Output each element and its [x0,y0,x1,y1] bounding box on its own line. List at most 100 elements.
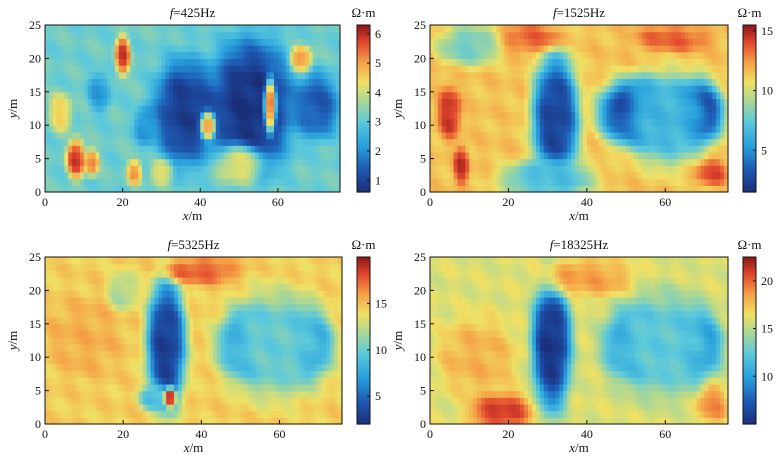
heatmap-cell [123,159,127,166]
heatmap-cell [189,125,193,132]
heatmap-cell [64,65,68,72]
heatmap-cell [693,25,698,32]
heatmap-cell [111,85,115,92]
heatmap-cell [712,72,717,79]
heatmap-cell [96,270,101,277]
heatmap-cell [181,98,185,105]
heatmap-cell [571,92,576,99]
heatmap-cell [563,72,568,79]
heatmap-cell [469,105,474,112]
heatmap-cell [119,384,124,391]
heatmap-cell [178,330,183,337]
heatmap-cell [575,112,580,119]
heatmap-cell [190,391,195,398]
heatmap-cell [457,25,462,32]
heatmap-cell [235,25,239,32]
heatmap-cell [193,105,197,112]
heatmap-cell [313,165,317,172]
heatmap-cell [697,72,702,79]
heatmap-cell [185,58,189,65]
heatmap-cell [173,45,177,52]
heatmap-cell [196,38,200,45]
heatmap-cell [555,125,560,132]
heatmap-cell [610,98,615,105]
heatmap-cell [197,391,202,398]
heatmap-cell [84,65,88,72]
heatmap-cell [603,132,608,139]
heatmap-cell [332,65,336,72]
heatmap-cell [665,72,670,79]
heatmap-cell [154,25,158,32]
heatmap-cell [146,25,150,32]
heatmap-cell [88,52,92,59]
heatmap-cell [80,119,84,126]
heatmap-cell [108,371,113,378]
heatmap-cell [154,364,159,371]
heatmap-cell [84,85,88,92]
heatmap-cell [123,58,127,65]
heatmap-cell [92,371,97,378]
heatmap-cell [243,132,247,139]
heatmap-cell [575,58,580,65]
heatmap-cell [194,270,199,277]
heatmap-cell [127,119,131,126]
heatmap-cell [321,85,325,92]
heatmap-cell [630,25,635,32]
heatmap-cell [485,85,490,92]
heatmap-cell [138,139,142,146]
heatmap-cell [650,85,655,92]
heatmap-cell [64,172,68,179]
heatmap-cell [111,112,115,119]
heatmap-cell [104,377,109,384]
heatmap-cell [606,25,611,32]
heatmap-cell [239,119,243,126]
heatmap-cell [689,52,694,59]
heatmap-cell [96,357,101,364]
heatmap-cell [704,105,709,112]
heatmap-cell [231,119,235,126]
heatmap-cell [119,125,123,132]
heatmap-cell [528,132,533,139]
heatmap-cell [430,98,435,105]
heatmap-cell [108,290,113,297]
heatmap-cell [72,32,76,39]
heatmap-cell [115,284,120,291]
heatmap-cell [650,132,655,139]
heatmap-cell [293,32,297,39]
heatmap-cell [434,112,439,119]
heatmap-cell [173,172,177,179]
heatmap-cell [497,119,502,126]
heatmap-cell [469,52,474,59]
heatmap-cell [712,85,717,92]
heatmap-cell [131,270,136,277]
heatmap-cell [642,25,647,32]
heatmap-cell [158,364,163,371]
heatmap-cell [579,179,584,186]
heatmap-cell [606,152,611,159]
heatmap-cell [99,98,103,105]
heatmap-cell [220,45,224,52]
heatmap-cell [567,179,572,186]
heatmap-cell [665,25,670,32]
heatmap-cell [599,78,604,85]
heatmap-cell [154,310,159,317]
heatmap-cell [282,85,286,92]
heatmap-cell [151,304,156,311]
heatmap-cell [258,65,262,72]
heatmap-cell [520,145,525,152]
heatmap-cell [532,145,537,152]
heatmap-cell [111,357,116,364]
heatmap-cell [147,324,152,331]
heatmap-cell [290,165,294,172]
heatmap-cell [457,145,462,152]
heatmap-cell [45,125,49,132]
heatmap-cell [197,351,202,358]
heatmap-cell [454,145,459,152]
heatmap-cell [321,165,325,172]
heatmap-cell [92,257,97,264]
heatmap-cell [673,58,678,65]
heatmap-cell [293,145,297,152]
heatmap-cell [701,159,706,166]
heatmap-cell [634,85,639,92]
heatmap-cell [119,52,123,59]
